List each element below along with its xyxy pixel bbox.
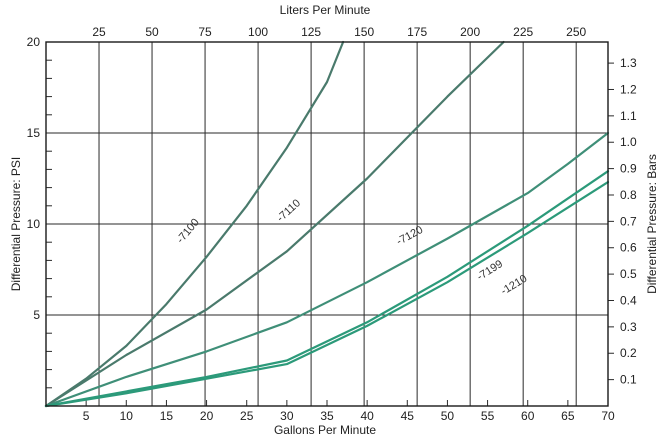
series-label-1210: -1210 <box>499 273 529 298</box>
top-tick-label: 25 <box>92 25 106 39</box>
series-line-7110 <box>44 40 505 408</box>
grid <box>46 42 614 406</box>
right-tick-label: 1.1 <box>620 109 637 123</box>
plot-frame <box>45 41 609 407</box>
bottom-tick-label: 45 <box>401 409 415 423</box>
bottom-tick-label: 65 <box>561 409 575 423</box>
left-tick-label: 10 <box>27 217 41 231</box>
bottom-tick-label: 60 <box>521 409 535 423</box>
right-axis-title: Differential Pressure: Bars <box>645 154 659 294</box>
bottom-tick-label: 15 <box>160 409 174 423</box>
bottom-tick-label: 25 <box>240 409 254 423</box>
right-tick-label: 0.2 <box>620 346 637 360</box>
right-tick-label: 1.0 <box>620 135 637 149</box>
right-tick-label: 0.8 <box>620 188 637 202</box>
right-tick-label: 0.3 <box>620 320 637 334</box>
bottom-tick-label: 40 <box>360 409 374 423</box>
bottom-tick-label: 10 <box>120 409 134 423</box>
bottom-tick-label: 50 <box>441 409 455 423</box>
series-label-7120: -7120 <box>395 224 425 248</box>
top-tick-label: 75 <box>198 25 212 39</box>
tick-labels: 25 50 75 100 125 150 175 200 225 250 5 10 15 20 5 10 15 2… <box>27 25 637 423</box>
top-tick-label: 200 <box>460 25 480 39</box>
bottom-tick-label: 35 <box>320 409 334 423</box>
bottom-tick-label: 30 <box>280 409 294 423</box>
bottom-axis-title: Gallons Per Minute <box>274 423 376 437</box>
top-tick-label: 175 <box>407 25 427 39</box>
right-tick-label: 0.4 <box>620 293 637 307</box>
bottom-tick-label: 70 <box>601 409 615 423</box>
bottom-tick-label: 55 <box>481 409 495 423</box>
right-tick-label: 1.3 <box>620 56 637 70</box>
top-tick-label: 125 <box>301 25 321 39</box>
top-tick-label: 225 <box>513 25 533 39</box>
right-tick-label: 0.7 <box>620 214 637 228</box>
series-label-7100: -7100 <box>175 217 202 246</box>
series-label-7110: -7110 <box>275 197 303 224</box>
right-tick-label: 0.9 <box>620 162 637 176</box>
right-tick-label: 0.1 <box>620 373 637 387</box>
series-line-7199 <box>44 170 610 408</box>
top-axis-title: Liters Per Minute <box>280 3 371 17</box>
top-tick-label: 250 <box>566 25 586 39</box>
left-tick-label: 5 <box>33 308 40 322</box>
right-tick-label: 1.2 <box>620 82 637 96</box>
left-tick-label: 20 <box>27 35 41 49</box>
right-tick-label: 0.6 <box>620 241 637 255</box>
top-tick-label: 50 <box>145 25 159 39</box>
series-line-1210 <box>44 181 610 408</box>
right-tick-label: 0.5 <box>620 267 637 281</box>
left-axis-title: Differential Pressure: PSI <box>9 157 23 292</box>
bottom-tick-label: 20 <box>200 409 214 423</box>
series-line-7120 <box>44 131 610 408</box>
series-line-7100 <box>44 40 345 408</box>
left-tick-label: 15 <box>27 126 41 140</box>
top-tick-label: 150 <box>354 25 374 39</box>
top-tick-label: 100 <box>248 25 268 39</box>
bottom-tick-label: 5 <box>83 409 90 423</box>
